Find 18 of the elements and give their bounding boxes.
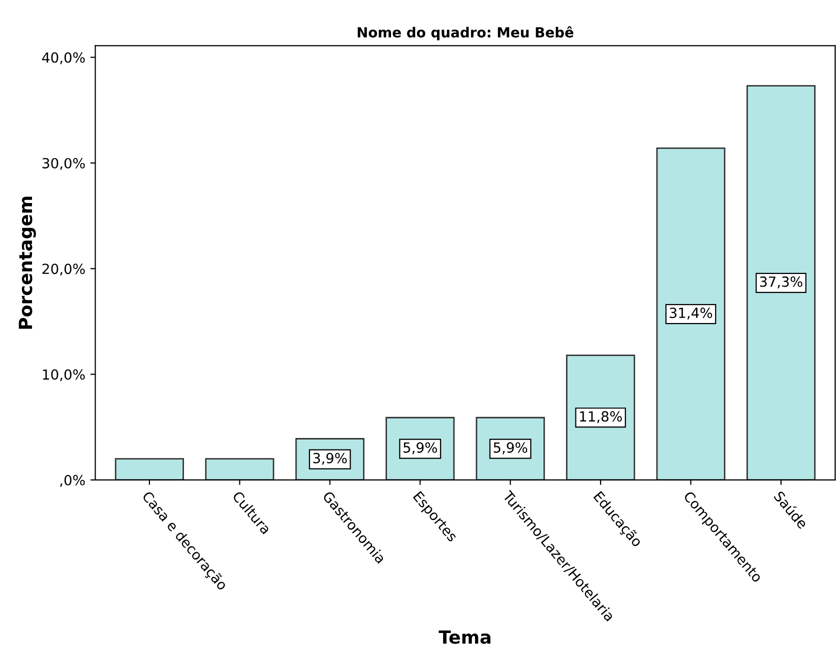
data-label: 5,9% [494,442,528,454]
x-axis-title: Tema [438,630,490,644]
bar [205,458,274,480]
y-tick-label: ,0% [60,474,85,487]
y-tick-label: 20,0% [42,264,85,276]
bar [656,148,726,480]
y-tick-label: 30,0% [42,158,85,170]
chart-title: Nome do quadro: Meu Bebê [358,26,574,40]
y-tick-label: 10,0% [42,369,85,382]
data-label: 11,8% [580,411,622,424]
data-label: 3,9% [313,452,347,465]
bar [746,85,816,480]
y-axis-title: Porcentagem [18,196,36,329]
data-label: 37,3% [760,276,802,288]
y-tick-label: 40,0% [42,52,85,64]
bar [114,458,184,480]
data-label: 31,4% [670,308,712,320]
data-label: 5,9% [404,442,437,454]
